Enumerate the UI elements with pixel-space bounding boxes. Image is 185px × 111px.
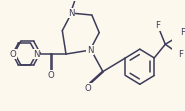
Text: F: F [179,50,184,58]
Text: O: O [48,71,55,80]
Text: O: O [9,50,16,58]
Text: N: N [33,50,40,58]
Text: F: F [180,28,185,37]
Text: O: O [85,84,92,93]
Text: N: N [87,46,93,55]
Text: F: F [155,21,160,30]
Text: N: N [68,9,75,18]
